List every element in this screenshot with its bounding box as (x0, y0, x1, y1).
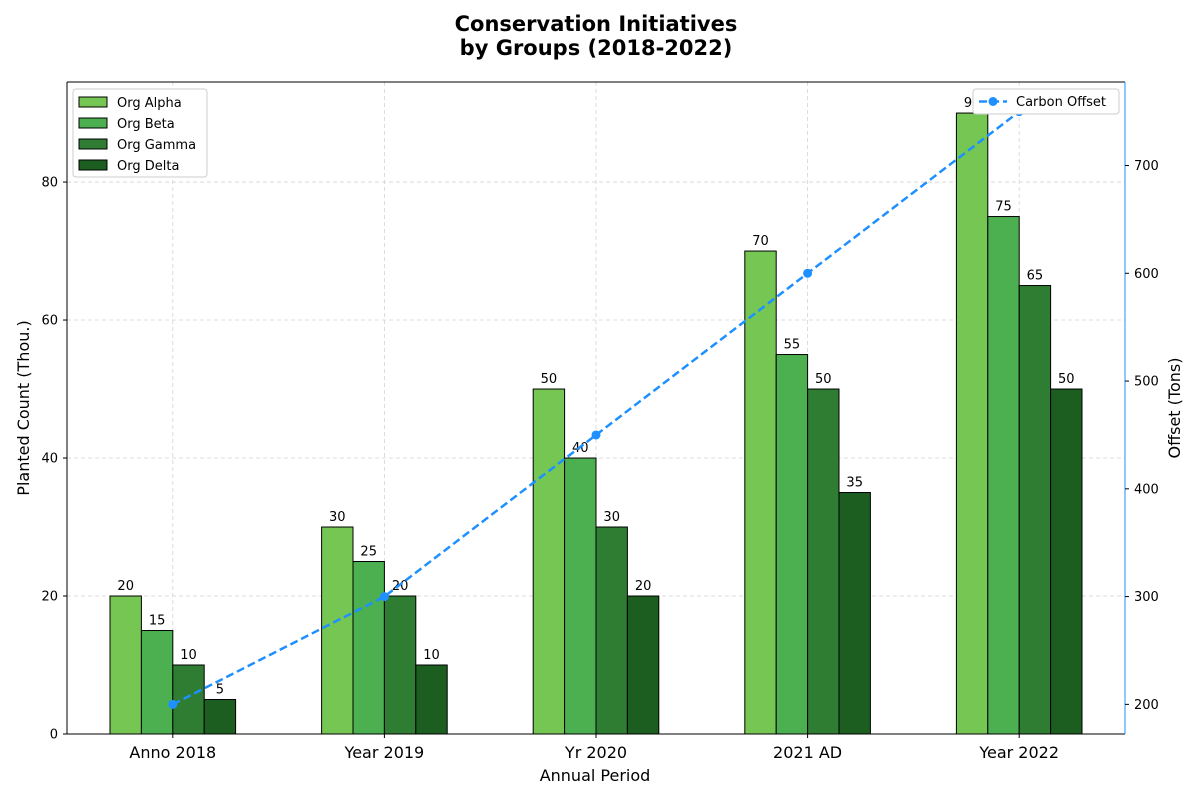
chart-title-line-1: Conservation Initiatives (455, 12, 738, 36)
bar-value-label: 30 (603, 510, 620, 525)
legend-line-box (972, 88, 1120, 115)
bar-org-beta-3 (775, 354, 809, 735)
legend-swatch-2 (78, 138, 108, 150)
x-tick-label: Yr 2020 (564, 743, 627, 762)
bar-value-label: 35 (846, 476, 863, 491)
bar-value-label: 50 (541, 372, 558, 387)
bar-org-beta-2 (564, 457, 597, 735)
bar-value-label: 50 (815, 372, 832, 387)
x-axis-label: Annual Period (540, 766, 651, 785)
bar-value-label: 75 (995, 200, 1012, 215)
bar-org-gamma-2 (595, 526, 628, 735)
bar-value-label: 25 (360, 545, 377, 560)
axes-layer: 0 20 40 60 80 200 300 400 500 600 700 Anno 2018 Year… (41, 81, 1159, 762)
bar-org-alpha-3 (744, 250, 777, 735)
legend-label-0: Org Alpha (117, 96, 182, 111)
bar-org-delta-2 (626, 595, 660, 735)
legend-swatch-0 (78, 96, 108, 108)
legend-label-3: Org Delta (117, 159, 179, 174)
legend-series: Org Alpha Org Beta Org Gamma Org Delta (72, 88, 208, 178)
legend-swatch-1 (78, 117, 108, 129)
bar-value-label: 15 (149, 614, 166, 629)
y2-tick-label: 200 (1134, 698, 1159, 713)
bar-org-gamma-4 (1018, 285, 1052, 735)
y2-tick-label: 700 (1134, 159, 1159, 174)
y-tick-label: 20 (41, 590, 58, 605)
carbon-offset-line (172, 110, 1020, 706)
line-layer (168, 107, 1024, 709)
y2-tick-label: 400 (1134, 482, 1159, 497)
x-tick-label: Year 2019 (344, 743, 425, 762)
bar-org-alpha-4 (955, 112, 989, 735)
legend-label-1: Org Beta (117, 117, 175, 132)
legend-line-marker (988, 97, 998, 106)
y-tick-label: 40 (41, 452, 58, 467)
bar-org-delta-3 (838, 492, 871, 735)
x-tick-label: Year 2022 (978, 743, 1059, 762)
chart-title-line-2: by Groups (2018-2022) (460, 36, 733, 60)
bar-value-label: 20 (392, 579, 409, 594)
bar-org-alpha-1 (321, 526, 354, 735)
bar-org-delta-0 (203, 699, 237, 735)
bar-value-label: 70 (752, 234, 769, 249)
bar-org-gamma-0 (172, 664, 205, 735)
bar-org-beta-4 (987, 216, 1020, 735)
y-tick-label: 60 (41, 314, 58, 329)
y2-tick-label: 300 (1134, 590, 1159, 605)
legend-line: Carbon Offset (972, 88, 1120, 115)
bar-value-label: 20 (635, 579, 652, 594)
bar-org-delta-4 (1050, 388, 1083, 735)
y-axis-label: Planted Count (Thou.) (14, 320, 33, 495)
bar-org-alpha-0 (109, 595, 142, 735)
x-tick-label: Anno 2018 (129, 743, 216, 762)
bar-value-label: 20 (117, 579, 134, 594)
x-tick-label: 2021 AD (773, 743, 842, 762)
legend-label-2: Org Gamma (117, 138, 196, 153)
legend-swatch-3 (78, 159, 108, 171)
carbon-offset-point-3 (803, 268, 813, 278)
legend-series-box (72, 88, 208, 178)
bar-value-label: 5 (216, 683, 224, 698)
bar-org-gamma-3 (807, 388, 840, 735)
carbon-offset-point-0 (168, 699, 178, 709)
bar-value-label: 50 (1058, 372, 1075, 387)
legend-line-label: Carbon Offset (1016, 95, 1106, 110)
carbon-offset-point-1 (379, 592, 389, 602)
y-tick-label: 80 (41, 176, 58, 191)
y-tick-label: 0 (50, 728, 58, 743)
y2-tick-label: 500 (1134, 375, 1159, 390)
y2-tick-label: 600 (1134, 267, 1159, 282)
bar-value-label: 30 (329, 510, 346, 525)
bar-value-label: 40 (572, 441, 589, 456)
bar-org-beta-0 (140, 630, 174, 735)
bar-value-label: 55 (784, 338, 801, 353)
bar-org-delta-1 (415, 664, 448, 735)
bar-value-label: 65 (1027, 269, 1044, 284)
bar-org-gamma-1 (383, 595, 417, 735)
bar-org-alpha-2 (532, 388, 566, 735)
carbon-offset-point-2 (591, 430, 601, 440)
y2-axis-label: Offset (Tons) (1165, 358, 1184, 459)
bar-value-label: 10 (423, 648, 440, 663)
bar-value-label: 10 (180, 648, 197, 663)
bar-org-beta-1 (352, 561, 385, 735)
